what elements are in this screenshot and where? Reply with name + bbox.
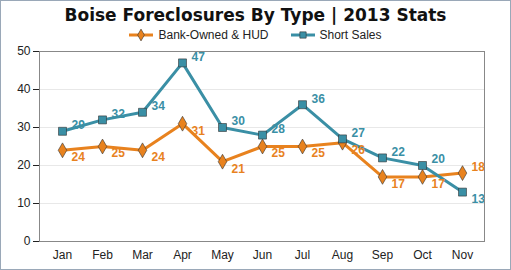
svg-text:Nov: Nov: [452, 248, 473, 262]
svg-text:20: 20: [432, 152, 446, 166]
svg-text:17: 17: [432, 177, 446, 191]
svg-text:Mar: Mar: [132, 248, 153, 262]
svg-text:Oct: Oct: [413, 248, 432, 262]
svg-text:Aug: Aug: [332, 248, 353, 262]
svg-text:25: 25: [112, 146, 126, 160]
svg-text:32: 32: [112, 107, 126, 121]
svg-text:10: 10: [17, 196, 31, 210]
svg-text:13: 13: [472, 192, 486, 206]
svg-text:30: 30: [17, 120, 31, 134]
svg-text:29: 29: [72, 118, 86, 132]
svg-text:27: 27: [352, 126, 366, 140]
svg-text:0: 0: [24, 234, 31, 248]
svg-text:Sep: Sep: [372, 248, 394, 262]
svg-text:36: 36: [312, 92, 326, 106]
svg-text:31: 31: [192, 124, 206, 138]
svg-text:26: 26: [352, 143, 366, 157]
html-text:Boise Foreclosures By Type | 2: Boise Foreclosures By Type | 2013 Stats: [64, 5, 447, 25]
svg-text:34: 34: [152, 99, 166, 113]
svg-text:Jul: Jul: [295, 248, 310, 262]
svg-text:40: 40: [17, 82, 31, 96]
svg-text:Apr: Apr: [173, 248, 192, 262]
svg-text:18: 18: [472, 160, 486, 174]
svg-text:17: 17: [392, 177, 406, 191]
svg-text:Jun: Jun: [253, 248, 272, 262]
svg-text:21: 21: [232, 162, 246, 176]
svg-text:May: May: [211, 248, 234, 262]
svg-text:47: 47: [191, 49, 205, 64]
svg-text:22: 22: [392, 145, 406, 159]
svg-text:50: 50: [17, 44, 31, 58]
svg-text:25: 25: [272, 146, 286, 160]
svg-text:24: 24: [152, 150, 166, 164]
html-text:Bank-Owned & HUD: Bank-Owned & HUD: [158, 28, 269, 42]
html-text:Short Sales: Short Sales: [319, 28, 382, 42]
svg-text:28: 28: [272, 122, 286, 136]
svg-text:30: 30: [232, 114, 246, 128]
svg-text:Jan: Jan: [53, 248, 72, 262]
svg-text:25: 25: [312, 146, 326, 160]
svg-text:24: 24: [72, 150, 86, 164]
svg-text:20: 20: [17, 158, 31, 172]
svg-text:Feb: Feb: [92, 248, 113, 262]
